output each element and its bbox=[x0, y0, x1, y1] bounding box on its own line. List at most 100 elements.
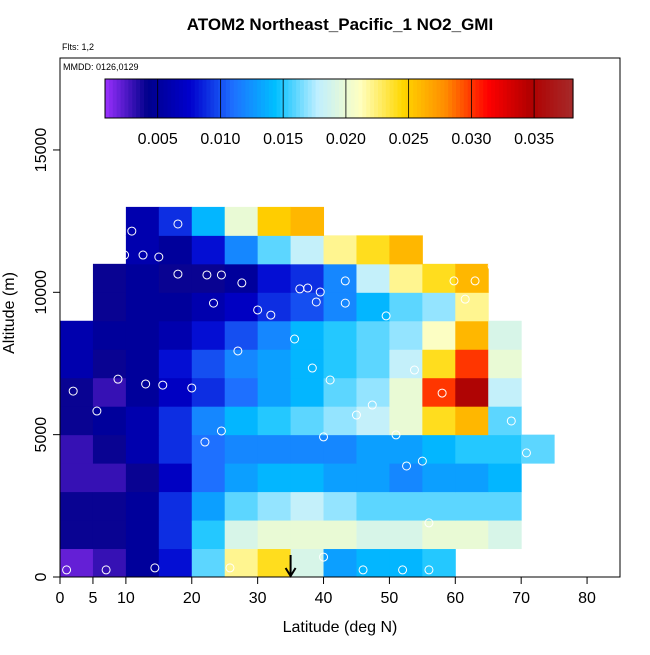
heat-cell bbox=[92, 548, 127, 578]
heat-cell bbox=[191, 463, 226, 493]
heat-cell bbox=[224, 548, 259, 578]
heat-cell bbox=[257, 206, 292, 236]
colorbar-step bbox=[214, 79, 219, 118]
colorbar-step bbox=[186, 79, 192, 118]
colorbar-step bbox=[459, 79, 465, 118]
colorbar-step bbox=[319, 79, 324, 118]
heat-cell bbox=[257, 548, 292, 578]
colorbar-step bbox=[366, 79, 371, 118]
heat-cell bbox=[257, 434, 292, 464]
colorbar-step bbox=[565, 79, 570, 118]
heat-cell bbox=[422, 463, 456, 493]
y-axis-label: Altitude (m) bbox=[1, 272, 18, 354]
colorbar-step bbox=[272, 79, 278, 118]
colorbar-step bbox=[292, 79, 297, 118]
colorbar-step bbox=[440, 79, 445, 118]
heat-cell bbox=[389, 377, 423, 407]
heat-cell bbox=[60, 463, 94, 493]
colorbar-step bbox=[284, 79, 289, 118]
colorbar-step bbox=[264, 79, 270, 118]
heat-cell bbox=[125, 349, 160, 379]
colorbar-step bbox=[495, 79, 500, 118]
colorbar-step bbox=[171, 79, 176, 118]
heat-cell bbox=[125, 320, 160, 350]
heat-cell bbox=[60, 434, 94, 464]
heat-cell bbox=[191, 406, 226, 436]
heat-cell bbox=[356, 463, 390, 493]
sample-point bbox=[521, 448, 531, 458]
heat-cell bbox=[191, 491, 226, 521]
colorbar-step bbox=[112, 79, 118, 118]
heat-cell bbox=[422, 520, 456, 550]
heat-cell bbox=[92, 491, 127, 521]
colorbar-step bbox=[331, 79, 336, 118]
colorbar-step bbox=[541, 79, 547, 118]
heat-cell bbox=[257, 491, 292, 521]
heat-cell bbox=[455, 349, 489, 379]
colorbar-step bbox=[229, 79, 235, 118]
heat-cell bbox=[92, 434, 127, 464]
heat-cell bbox=[257, 320, 292, 350]
sample-point bbox=[487, 261, 497, 271]
sample-point bbox=[138, 250, 148, 260]
sample-point bbox=[470, 276, 480, 286]
sample-point bbox=[290, 334, 300, 344]
heat-cell bbox=[92, 263, 127, 293]
colorbar-step bbox=[413, 79, 418, 118]
sample-point bbox=[113, 374, 123, 384]
heat-cell bbox=[422, 292, 456, 322]
colorbar-step bbox=[381, 79, 387, 118]
heat-cell bbox=[290, 463, 325, 493]
heat-cell bbox=[455, 520, 489, 550]
colorbar-step bbox=[159, 79, 165, 118]
heat-cell bbox=[488, 320, 522, 350]
heat-cell bbox=[488, 406, 522, 436]
sample-point bbox=[200, 437, 210, 447]
colorbar-step bbox=[405, 79, 410, 118]
sample-point bbox=[398, 565, 408, 575]
sample-point bbox=[101, 565, 111, 575]
heat-cell bbox=[224, 406, 259, 436]
heat-cell bbox=[60, 520, 94, 550]
heat-cell bbox=[191, 292, 226, 322]
heat-cell bbox=[488, 377, 522, 407]
colorbar-step bbox=[183, 79, 188, 118]
heat-cell bbox=[158, 491, 193, 521]
colorbar-tick-label: 0.005 bbox=[138, 131, 178, 148]
heat-cell bbox=[455, 292, 489, 322]
colorbar-step bbox=[389, 79, 395, 118]
x-tick-label: 80 bbox=[578, 590, 596, 607]
sample-point bbox=[311, 297, 321, 307]
heat-cell bbox=[455, 377, 489, 407]
colorbar-step bbox=[498, 79, 504, 118]
sample-point bbox=[173, 219, 183, 229]
x-tick-label: 30 bbox=[249, 590, 267, 607]
colorbar-step bbox=[452, 79, 457, 118]
heat-cell bbox=[92, 292, 127, 322]
colorbar-step bbox=[522, 79, 527, 118]
y-tick-label: 0 bbox=[33, 572, 50, 581]
heat-cell bbox=[389, 548, 423, 578]
heat-cell bbox=[60, 406, 94, 436]
colorbar-step bbox=[288, 79, 293, 118]
heat-cell bbox=[125, 434, 160, 464]
sample-point bbox=[516, 550, 526, 560]
heat-cell bbox=[455, 434, 489, 464]
colorbar-step bbox=[362, 79, 367, 118]
colorbar-step bbox=[300, 79, 305, 118]
colorbar-step bbox=[444, 79, 449, 118]
heat-cell bbox=[455, 320, 489, 350]
sample-point bbox=[437, 388, 447, 398]
heat-cell bbox=[158, 263, 193, 293]
heat-cell bbox=[389, 263, 423, 293]
arrow-head bbox=[284, 567, 297, 578]
colorbar-step bbox=[108, 79, 114, 118]
sample-point bbox=[307, 363, 317, 373]
heat-cell bbox=[323, 520, 357, 550]
sample-point bbox=[120, 250, 130, 260]
sample-point bbox=[68, 386, 78, 396]
heat-cell bbox=[224, 235, 259, 265]
x-tick-label: 40 bbox=[315, 590, 333, 607]
heat-cell bbox=[455, 406, 489, 436]
heat-cell bbox=[323, 377, 357, 407]
